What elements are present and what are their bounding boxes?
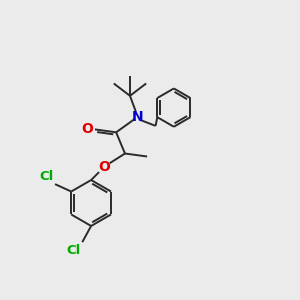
Text: Cl: Cl [67, 244, 81, 256]
Text: Cl: Cl [39, 170, 54, 183]
Text: O: O [98, 160, 110, 174]
Text: N: N [131, 110, 143, 124]
Text: O: O [82, 122, 94, 136]
